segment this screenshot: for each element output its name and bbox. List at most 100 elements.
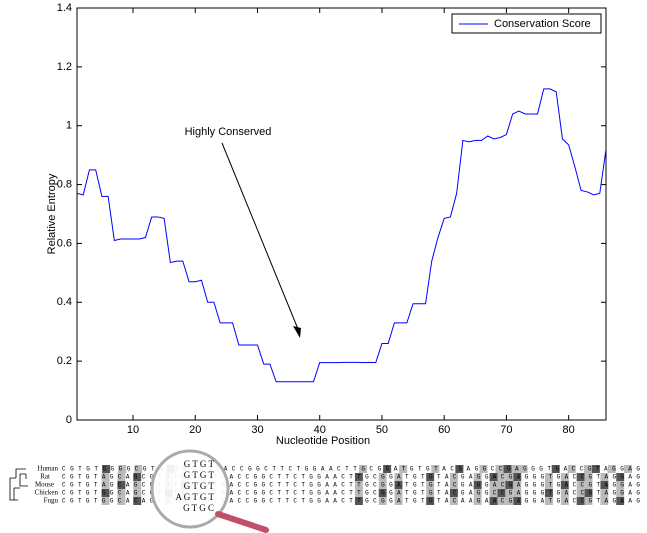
alignment-shade xyxy=(101,481,110,489)
alignment-shade xyxy=(505,497,514,505)
magnifier xyxy=(150,449,230,529)
alignment-shade xyxy=(101,473,110,481)
magnifier-handle xyxy=(215,511,269,533)
y-tick-label: 0.8 xyxy=(57,178,72,190)
alignment-shade xyxy=(133,473,142,481)
alignment-shade xyxy=(102,465,111,473)
alignment-shade xyxy=(560,481,569,489)
alignment-shade xyxy=(591,465,600,473)
alignment-shade xyxy=(583,465,592,473)
alignment-shade xyxy=(584,489,593,497)
y-tick-label: 0.2 xyxy=(57,355,72,367)
alignment-shade xyxy=(616,489,625,497)
alignment-shade xyxy=(616,497,625,505)
alignment-shade xyxy=(513,497,522,505)
alignment-shade xyxy=(505,489,514,497)
alignment-shade xyxy=(426,481,435,489)
alignment-shade xyxy=(497,497,506,505)
alignment-shade xyxy=(378,497,387,505)
alignment-shade xyxy=(505,481,514,489)
alignment-shade xyxy=(544,497,553,505)
alignment-shade xyxy=(101,497,110,505)
alignment-shade xyxy=(479,465,488,473)
x-axis-label: Nucleotide Position xyxy=(276,435,370,447)
zoom-row: G T G C xyxy=(183,503,214,513)
alignment-shade xyxy=(426,473,435,481)
x-tick-label: 30 xyxy=(251,424,263,436)
alignment-shade xyxy=(513,473,522,481)
alignment: HumanCGTGTGGGGCGTGTGCTGTGACCGGCTTCTGGAAC… xyxy=(35,465,640,505)
alignment-shade xyxy=(394,497,403,505)
alignment-shade xyxy=(117,489,126,497)
alignment-shade xyxy=(513,481,522,489)
alignment-shade xyxy=(354,481,363,489)
alignment-shade xyxy=(560,473,569,481)
alignment-shade xyxy=(560,497,569,505)
alignment-shade xyxy=(495,465,504,473)
legend-label: Conservation Score xyxy=(494,18,591,30)
alignment-shade xyxy=(584,497,593,505)
alignment-shade xyxy=(133,497,142,505)
alignment-shade xyxy=(354,497,363,505)
alignment-shade xyxy=(560,489,569,497)
annotation: Highly Conserved xyxy=(185,126,272,138)
alignment-shade xyxy=(519,465,528,473)
alignment-shade xyxy=(489,481,498,489)
y-tick-label: 1 xyxy=(66,120,72,132)
plot-frame xyxy=(76,7,607,421)
alignment-shade xyxy=(394,489,403,497)
alignment-shade xyxy=(600,473,609,481)
alignment-shade xyxy=(544,481,553,489)
alignment-shade xyxy=(576,489,585,497)
alignment-shade xyxy=(544,489,553,497)
alignment-shade xyxy=(576,473,585,481)
alignment-shade xyxy=(607,465,616,473)
species-label: Fugu xyxy=(44,497,59,505)
alignment-shade xyxy=(576,497,585,505)
alignment-shade xyxy=(426,497,435,505)
zoom-row: G T G T xyxy=(184,459,215,469)
alignment-shade xyxy=(473,473,482,481)
legend xyxy=(451,13,602,34)
alignment-shade xyxy=(489,473,498,481)
alignment-shade xyxy=(399,465,408,473)
alignment-shade xyxy=(455,465,464,473)
alignment-shade xyxy=(359,465,368,473)
alignment-shade xyxy=(497,481,506,489)
alignment-shade xyxy=(511,465,520,473)
alignment-shade xyxy=(513,489,522,497)
species-label: Chicken xyxy=(35,489,59,497)
alignment-shade xyxy=(584,473,593,481)
y-axis-label: Relative Entropy xyxy=(46,173,58,254)
x-tick-label: 60 xyxy=(438,424,450,436)
x-tick-label: 50 xyxy=(376,424,388,436)
alignment-shade xyxy=(378,481,387,489)
alignment-shade xyxy=(600,497,609,505)
alignment-shade xyxy=(473,489,482,497)
alignment-shade xyxy=(489,489,498,497)
alignment-shade xyxy=(497,473,506,481)
zoom-row: G T G T xyxy=(184,481,215,491)
arrow-head xyxy=(293,326,301,338)
alignment-shade xyxy=(394,473,403,481)
alignment-shade xyxy=(449,489,458,497)
y-tick-label: 1.4 xyxy=(57,2,72,14)
alignment-shade xyxy=(117,497,126,505)
alignment-shade xyxy=(117,473,126,481)
species-label: Rat xyxy=(40,473,50,481)
y-tick-label: 0 xyxy=(66,414,72,426)
zoom-row: G T G T xyxy=(184,470,215,480)
alignment-shade xyxy=(354,473,363,481)
alignment-shade xyxy=(449,473,458,481)
alignment-shade xyxy=(473,497,482,505)
alignment-shade xyxy=(584,481,593,489)
alignment-shade xyxy=(354,489,363,497)
sequence: CGTGTGGCAGCGTGTGCTGTGACCGGCTTCTGGAACTTGC… xyxy=(62,490,640,497)
x-tick-label: 40 xyxy=(314,424,326,436)
alignment-shade xyxy=(505,473,514,481)
alignment-shade xyxy=(623,465,632,473)
alignment-shade xyxy=(117,481,126,489)
alignment-shade xyxy=(378,489,387,497)
x-tick-label: 80 xyxy=(563,424,575,436)
alignment-shade xyxy=(449,497,458,505)
